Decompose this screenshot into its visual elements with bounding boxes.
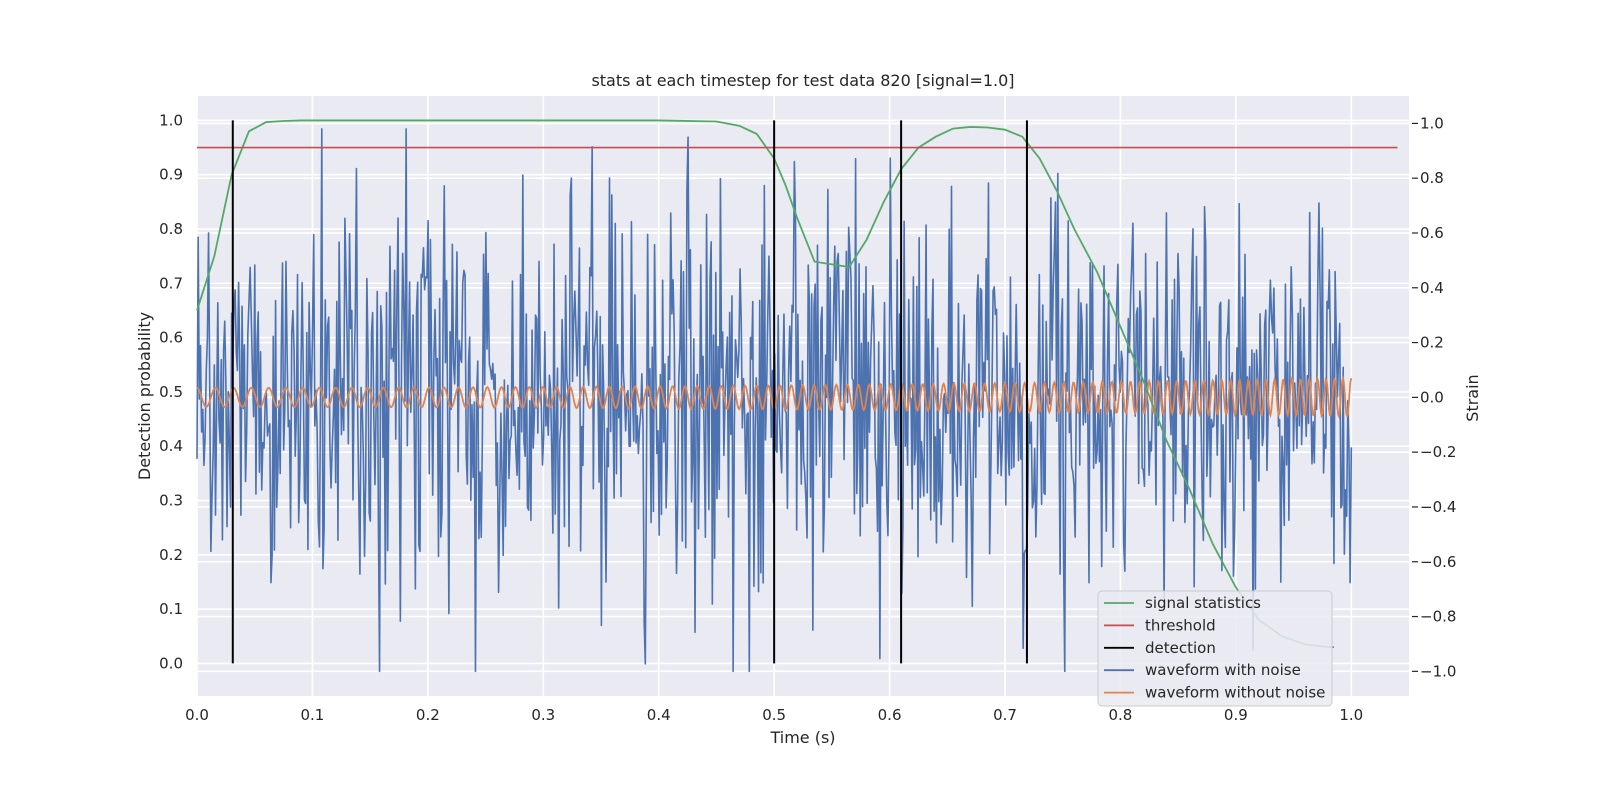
x-tick-label: 0.7 xyxy=(993,706,1017,724)
legend-label: waveform with noise xyxy=(1145,661,1301,679)
x-tick-label: 0.8 xyxy=(1108,706,1132,724)
y-tick-label-right: 0.4 xyxy=(1420,279,1444,297)
x-tick-label: 1.0 xyxy=(1339,706,1363,724)
y-tick-label-left: 0.5 xyxy=(159,383,183,401)
x-axis-label: Time (s) xyxy=(769,728,835,747)
y-tick-label-left: 0.7 xyxy=(159,274,183,292)
y-tick-label-left: 0.3 xyxy=(159,492,183,510)
y-tick-label-left: 0.0 xyxy=(159,654,183,672)
y-tick-label-left: 0.1 xyxy=(159,600,183,618)
y-tick-label-right: 0.6 xyxy=(1420,224,1444,242)
y-tick-label-right: −0.8 xyxy=(1420,608,1456,626)
y-tick-label-left: 0.9 xyxy=(159,166,183,184)
x-tick-label: 0.9 xyxy=(1224,706,1248,724)
y-axis-left-label: Detection probability xyxy=(135,312,154,480)
y-tick-label-right: −0.2 xyxy=(1420,443,1456,461)
x-tick-label: 0.6 xyxy=(878,706,902,724)
chart-title: stats at each timestep for test data 820… xyxy=(591,71,1014,90)
y-tick-label-left: 0.8 xyxy=(159,220,183,238)
y-tick-label-right: 0.2 xyxy=(1420,334,1444,352)
x-tick-label: 0.2 xyxy=(416,706,440,724)
x-tick-label: 0.4 xyxy=(647,706,671,724)
y-tick-label-right: 0.8 xyxy=(1420,169,1444,187)
x-tick-label: 0.5 xyxy=(762,706,786,724)
y-tick-label-left: 1.0 xyxy=(159,111,183,129)
y-tick-label-left: 0.4 xyxy=(159,437,183,455)
y-tick-label-right: −0.6 xyxy=(1420,553,1456,571)
y-tick-label-right: −1.0 xyxy=(1420,662,1456,680)
y-tick-label-right: 0.0 xyxy=(1420,388,1444,406)
y-axis-left-ticks: 0.0 0.1 0.2 0.3 0.4 0.5 0.6 0.7 0.8 0.9 1.0 xyxy=(159,111,183,672)
legend: signal statistics threshold detection wavef… xyxy=(1097,590,1333,707)
y-tick-label-right: 1.0 xyxy=(1420,114,1444,132)
x-tick-label: 0.0 xyxy=(185,706,209,724)
y-axis-right-label: Strain xyxy=(1463,374,1482,421)
y-tick-label-right: −0.4 xyxy=(1420,498,1456,516)
y-tick-label-left: 0.6 xyxy=(159,329,183,347)
x-tick-label: 0.1 xyxy=(300,706,324,724)
x-axis-ticks: 0.0 0.1 0.2 0.3 0.4 0.5 0.6 0.7 0.8 0.9 1.0 xyxy=(185,706,1363,724)
legend-label: threshold xyxy=(1145,616,1216,634)
legend-label: detection xyxy=(1145,639,1216,657)
x-tick-label: 0.3 xyxy=(531,706,555,724)
legend-label: waveform without noise xyxy=(1145,684,1325,702)
legend-box xyxy=(1097,590,1333,707)
y-axis-right-ticks: −1.0 −0.8 −0.6 −0.4 −0.2 0.0 0.2 0.4 0.6 0.8 1.0 xyxy=(1412,114,1456,680)
series-layer xyxy=(196,119,1398,673)
y-tick-label-left: 0.2 xyxy=(159,546,183,564)
legend-label: signal statistics xyxy=(1145,594,1261,612)
